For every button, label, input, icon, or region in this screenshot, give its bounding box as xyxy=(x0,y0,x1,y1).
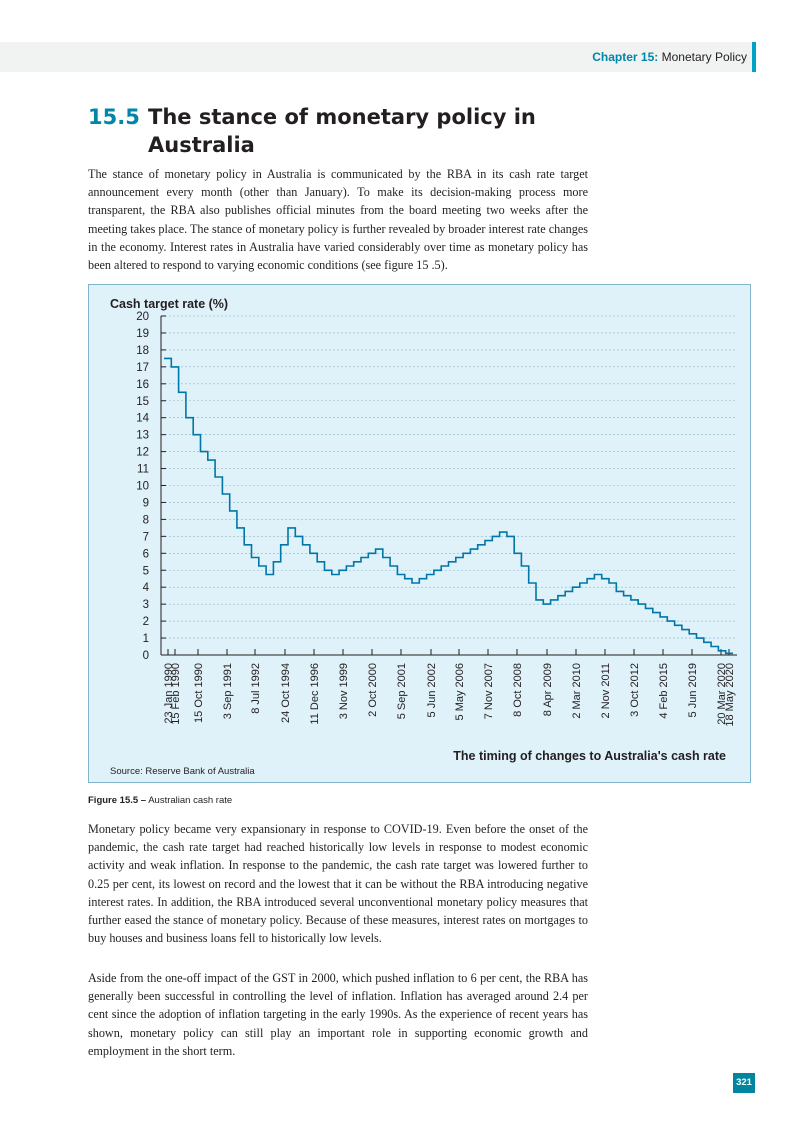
y-tick-label: 9 xyxy=(143,497,149,509)
figure-caption-label: Figure 15.5 – xyxy=(88,795,147,806)
body-paragraph-2: Aside from the one-off impact of the GST… xyxy=(88,971,588,1058)
y-tick-label: 11 xyxy=(137,464,149,476)
y-tick-label: 3 xyxy=(143,599,149,611)
section-number: 15.5 xyxy=(88,105,140,129)
section-heading: 15.5 The stance of monetary policy in Aus… xyxy=(88,103,648,159)
x-tick-label: 11 Dec 1996 xyxy=(309,663,321,725)
y-axis-label: Cash target rate (%) xyxy=(110,297,228,311)
x-axis-label: The timing of changes to Australia's cas… xyxy=(453,749,726,763)
x-tick-label: 8 Apr 2009 xyxy=(542,663,554,716)
header-accent-bar xyxy=(752,42,756,72)
x-tick-label: 24 Oct 1994 xyxy=(280,663,292,723)
y-tick-label: 8 xyxy=(143,514,149,526)
y-tick-label: 16 xyxy=(136,379,149,391)
chapter-label: Chapter 15: xyxy=(592,50,659,64)
cash-rate-series-line xyxy=(164,357,733,655)
x-tick-label: 5 Jun 2019 xyxy=(687,663,699,717)
y-tick-label: 10 xyxy=(136,481,149,493)
x-tick-label: 3 Nov 1999 xyxy=(338,663,350,719)
running-header-band xyxy=(0,42,752,72)
figure-caption-text: Australian cash rate xyxy=(148,795,233,806)
section-title: The stance of monetary policy in Austral… xyxy=(148,105,536,157)
x-tick-label: 3 Oct 2012 xyxy=(629,663,641,717)
figure-source: Source: Reserve Bank of Australia xyxy=(110,766,255,777)
y-tick-label: 14 xyxy=(136,413,149,425)
x-tick-label: 2 Nov 2011 xyxy=(600,663,612,718)
y-tick-label: 19 xyxy=(136,328,149,340)
y-tick-label: 13 xyxy=(136,430,149,442)
y-tick-label: 4 xyxy=(143,582,150,594)
y-tick-label: 12 xyxy=(136,447,149,459)
y-tick-label: 6 xyxy=(143,548,149,560)
x-tick-label: 3 Sep 1991 xyxy=(222,663,234,719)
x-tick-label: 20 Mar 2020 xyxy=(716,663,728,725)
y-tick-label: 7 xyxy=(143,531,149,543)
figure-caption: Figure 15.5 – Australian cash rate xyxy=(88,795,232,806)
intro-paragraph: The stance of monetary policy in Austral… xyxy=(88,167,588,273)
x-tick-label: 15 Oct 1990 xyxy=(193,663,205,723)
x-tick-label: 2 Mar 2010 xyxy=(571,663,583,719)
x-tick-label: 2 Oct 2000 xyxy=(367,663,379,717)
y-tick-label: 20 xyxy=(136,311,149,323)
chapter-title: Monetary Policy xyxy=(661,50,747,64)
x-tick-label: 4 Feb 2015 xyxy=(658,663,670,719)
x-tick-label: 8 Jul 1992 xyxy=(250,663,262,714)
figure-panel: Cash target rate (%) 0 1 2 3 4 5 6 7 8 9 10 11 12 13 1… xyxy=(88,284,751,783)
y-tick-label: 17 xyxy=(136,362,149,374)
x-tick-label: 8 Oct 2008 xyxy=(512,663,524,717)
y-tick-label: 0 xyxy=(143,650,149,662)
x-tick-label: 5 Sep 2001 xyxy=(396,663,408,719)
y-tick-label: 1 xyxy=(143,633,149,645)
running-header: Chapter 15: Monetary Policy xyxy=(592,50,747,64)
x-tick-label: 7 Nov 2007 xyxy=(483,663,495,719)
y-tick-label: 18 xyxy=(136,345,149,357)
gridlines xyxy=(161,315,737,639)
y-tick-label: 15 xyxy=(136,396,149,408)
page-number: 321 xyxy=(733,1073,755,1093)
cash-rate-chart: Cash target rate (%) 0123456789101112131… xyxy=(110,297,737,777)
x-tick-label: 5 Jun 2002 xyxy=(426,663,438,717)
x-tick-label: 18 May 2020 xyxy=(724,663,736,727)
body-paragraph-1: Monetary policy became very expansionary… xyxy=(88,822,588,946)
y-tick-label: 2 xyxy=(143,616,149,628)
x-tick-label: 5 May 2006 xyxy=(454,663,466,720)
x-tick-label: 23 Jan 1990 xyxy=(163,663,175,724)
x-tick-label: 15 Feb 1990 xyxy=(170,663,182,725)
y-tick-label: 5 xyxy=(143,565,149,577)
